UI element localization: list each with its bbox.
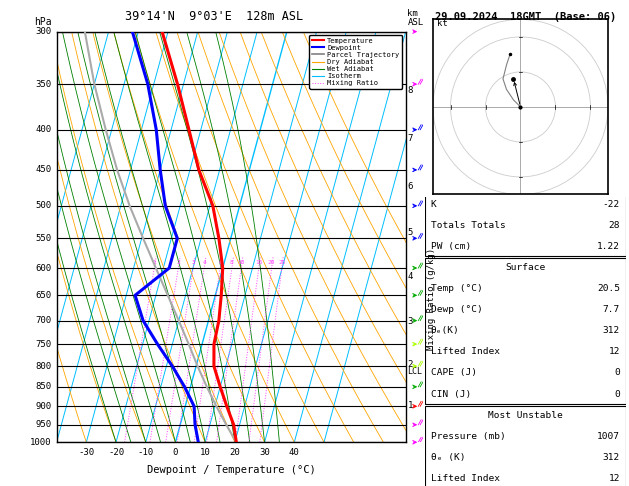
Text: PW (cm): PW (cm): [431, 242, 471, 251]
Text: 650: 650: [35, 291, 52, 300]
Text: 0: 0: [614, 390, 620, 399]
Text: 6: 6: [408, 182, 413, 191]
Text: 15: 15: [255, 260, 262, 265]
Text: 40: 40: [289, 449, 299, 457]
Text: 312: 312: [603, 453, 620, 462]
Text: 850: 850: [35, 382, 52, 391]
Text: θₑ (K): θₑ (K): [431, 453, 465, 462]
Text: 0: 0: [614, 368, 620, 378]
Text: 2: 2: [408, 360, 413, 368]
Legend: Temperature, Dewpoint, Parcel Trajectory, Dry Adiabat, Wet Adiabat, Isotherm, Mi: Temperature, Dewpoint, Parcel Trajectory…: [309, 35, 402, 89]
Text: 7.7: 7.7: [603, 305, 620, 314]
Text: 400: 400: [35, 125, 52, 134]
Text: 20.5: 20.5: [597, 284, 620, 293]
Text: 3: 3: [408, 316, 413, 326]
Text: Surface: Surface: [505, 263, 545, 272]
Text: 550: 550: [35, 234, 52, 243]
Text: 1: 1: [408, 401, 413, 411]
Text: 20: 20: [230, 449, 240, 457]
Text: 39°14'N  9°03'E  128m ASL: 39°14'N 9°03'E 128m ASL: [125, 10, 303, 23]
Text: -30: -30: [78, 449, 94, 457]
Text: 28: 28: [608, 221, 620, 230]
Text: 600: 600: [35, 263, 52, 273]
Text: 10: 10: [238, 260, 245, 265]
Text: 750: 750: [35, 340, 52, 348]
Text: 1: 1: [152, 260, 156, 265]
Text: 300: 300: [35, 27, 52, 36]
Text: 950: 950: [35, 420, 52, 429]
Text: 700: 700: [35, 316, 52, 325]
Text: 450: 450: [35, 165, 52, 174]
Text: 7: 7: [408, 135, 413, 143]
Text: 5: 5: [408, 227, 413, 237]
Text: K: K: [431, 200, 437, 208]
Bar: [425, 194, 626, 256]
Text: θₑ(K): θₑ(K): [431, 326, 459, 335]
Text: Temp (°C): Temp (°C): [431, 284, 482, 293]
Text: 8: 8: [408, 87, 413, 95]
Text: Most Unstable: Most Unstable: [488, 411, 562, 419]
Text: 10: 10: [200, 449, 211, 457]
Text: 350: 350: [35, 80, 52, 88]
Text: 29.09.2024  18GMT  (Base: 06): 29.09.2024 18GMT (Base: 06): [435, 12, 616, 22]
Text: 800: 800: [35, 362, 52, 371]
Text: 0: 0: [173, 449, 178, 457]
Text: 30: 30: [259, 449, 270, 457]
Text: CAPE (J): CAPE (J): [431, 368, 477, 378]
Text: LCL: LCL: [408, 367, 423, 376]
Text: 1000: 1000: [30, 438, 52, 447]
Text: Lifted Index: Lifted Index: [431, 347, 499, 356]
Text: Dewpoint / Temperature (°C): Dewpoint / Temperature (°C): [147, 465, 316, 475]
Text: 20: 20: [268, 260, 276, 265]
Text: 25: 25: [278, 260, 286, 265]
Text: CIN (J): CIN (J): [431, 390, 471, 399]
Text: Dewp (°C): Dewp (°C): [431, 305, 482, 314]
Text: Lifted Index: Lifted Index: [431, 474, 499, 483]
Text: 6: 6: [218, 260, 222, 265]
Text: hPa: hPa: [34, 17, 52, 28]
Bar: [425, 406, 626, 486]
Text: 1.22: 1.22: [597, 242, 620, 251]
Text: Pressure (mb): Pressure (mb): [431, 432, 505, 441]
Text: 12: 12: [608, 474, 620, 483]
Text: -20: -20: [108, 449, 124, 457]
Text: 900: 900: [35, 402, 52, 411]
Text: 2: 2: [176, 260, 180, 265]
Text: 3: 3: [191, 260, 195, 265]
Text: 8: 8: [230, 260, 234, 265]
Text: -22: -22: [603, 200, 620, 208]
Text: 1007: 1007: [597, 432, 620, 441]
Text: Mixing Ratio (g/kg): Mixing Ratio (g/kg): [427, 247, 437, 349]
Text: -10: -10: [138, 449, 154, 457]
Text: 4: 4: [408, 273, 413, 281]
Text: 12: 12: [608, 347, 620, 356]
Bar: [425, 258, 626, 403]
Text: 312: 312: [603, 326, 620, 335]
Text: 4: 4: [203, 260, 206, 265]
Text: Totals Totals: Totals Totals: [431, 221, 505, 230]
Text: kt: kt: [437, 19, 447, 29]
Text: 500: 500: [35, 201, 52, 210]
Text: km
ASL: km ASL: [408, 10, 423, 28]
